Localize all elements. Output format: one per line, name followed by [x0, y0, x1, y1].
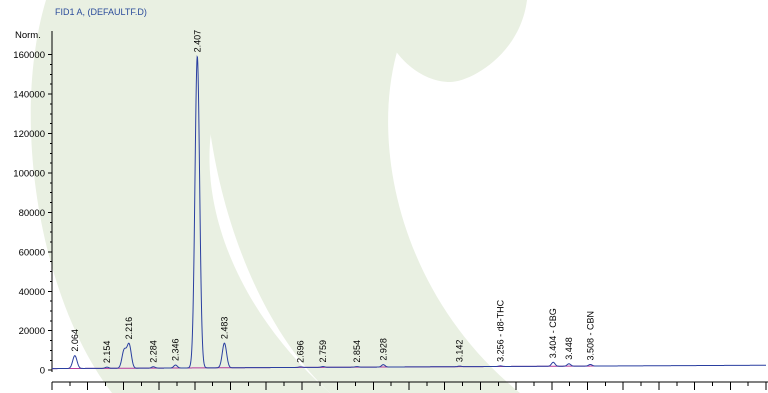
y-tick-label: 80000: [19, 208, 45, 219]
y-tick-label: 20000: [19, 326, 45, 337]
peak-label: 2.483: [219, 317, 229, 340]
peak-label: 2.284: [148, 340, 158, 363]
watermark-logo: [30, 0, 527, 393]
chart-title: FID1 A, (DEFAULTF.D): [55, 7, 147, 17]
peak-label: 2.854: [352, 340, 362, 363]
y-tick-label: 120000: [13, 129, 45, 140]
peak-label: 2.346: [171, 339, 181, 362]
peak-label: 3.256 - d8-THC: [495, 299, 505, 362]
y-tick-label: 100000: [13, 168, 45, 179]
peak-label: 3.508 - CBN: [585, 311, 595, 361]
signal-trace: [52, 55, 766, 370]
peak-label: 2.759: [318, 340, 328, 363]
y-tick-label: 140000: [13, 90, 45, 101]
peak-label: 2.154: [102, 341, 112, 364]
peak-label: 2.064: [70, 329, 80, 352]
peak-label: 3.448: [564, 337, 574, 360]
peak-label: 2.407: [192, 30, 202, 53]
y-tick-label: 60000: [19, 247, 45, 258]
y-axis-unit-label: Norm.: [15, 30, 41, 41]
peak-label: 3.404 - CBG: [548, 308, 558, 358]
y-tick-label: 40000: [19, 287, 45, 298]
peak-label: 2.216: [124, 317, 134, 340]
peak-labels: 2.064 2.154 2.216 2.284 2.346 2.407 2.483 2.696…: [70, 30, 596, 363]
peak-label: 2.928: [378, 338, 388, 361]
y-tick-label: 0: [40, 366, 45, 377]
y-axis-ticks: 0 20000 40000 60000 80000 100000 120000 140000 1…: [13, 50, 52, 377]
x-axis-ticks: [51, 382, 767, 390]
y-tick-label: 160000: [13, 50, 45, 61]
peak-label: 3.142: [455, 340, 465, 363]
peak-label: 2.696: [295, 340, 305, 363]
